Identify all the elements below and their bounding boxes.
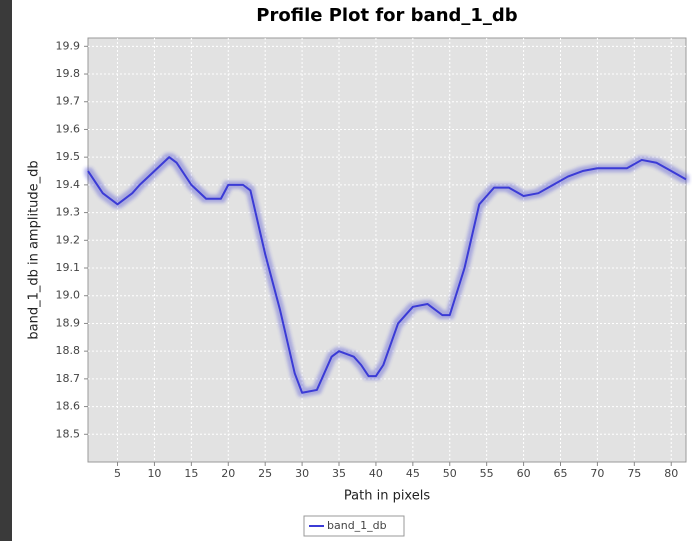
- chart: Profile Plot for band_1_db Path in pixel…: [0, 0, 692, 541]
- x-tick-label: 70: [590, 467, 604, 480]
- x-tick-label: 75: [627, 467, 641, 480]
- legend-label: band_1_db: [327, 519, 387, 532]
- x-tick-label: 35: [332, 467, 346, 480]
- x-tick-label: 80: [664, 467, 678, 480]
- chart-title: Profile Plot for band_1_db: [256, 5, 518, 26]
- y-tick-label: 18.8: [56, 344, 81, 357]
- x-tick-label: 65: [553, 467, 567, 480]
- y-tick-label: 19.1: [56, 261, 81, 274]
- y-axis-label: band_1_db in amplitude_db: [27, 160, 42, 339]
- x-axis-label: Path in pixels: [344, 489, 430, 504]
- window-edge: [0, 0, 12, 541]
- x-tick-label: 40: [369, 467, 383, 480]
- x-tick-label: 10: [147, 467, 161, 480]
- x-tick-label: 60: [517, 467, 531, 480]
- y-tick-label: 19.7: [56, 95, 81, 108]
- y-tick-label: 18.5: [56, 427, 81, 440]
- y-tick-label: 19.3: [56, 206, 81, 219]
- y-tick-label: 19.9: [56, 39, 81, 52]
- y-tick-label: 19.8: [56, 67, 81, 80]
- y-tick-label: 18.9: [56, 316, 81, 329]
- x-tick-label: 30: [295, 467, 309, 480]
- y-tick-label: 19.6: [56, 122, 81, 135]
- y-tick-label: 18.7: [56, 372, 81, 385]
- x-tick-label: 20: [221, 467, 235, 480]
- x-tick-label: 15: [184, 467, 198, 480]
- legend: band_1_db: [304, 516, 404, 536]
- x-tick-label: 25: [258, 467, 272, 480]
- y-tick-label: 19.4: [56, 178, 81, 191]
- y-tick-label: 19.5: [56, 150, 81, 163]
- y-tick-label: 19.2: [56, 233, 81, 246]
- x-tick-label: 55: [480, 467, 494, 480]
- y-tick-label: 19.0: [56, 289, 81, 302]
- x-tick-label: 45: [406, 467, 420, 480]
- y-tick-label: 18.6: [56, 400, 81, 413]
- x-tick-label: 50: [443, 467, 457, 480]
- x-tick-label: 5: [114, 467, 121, 480]
